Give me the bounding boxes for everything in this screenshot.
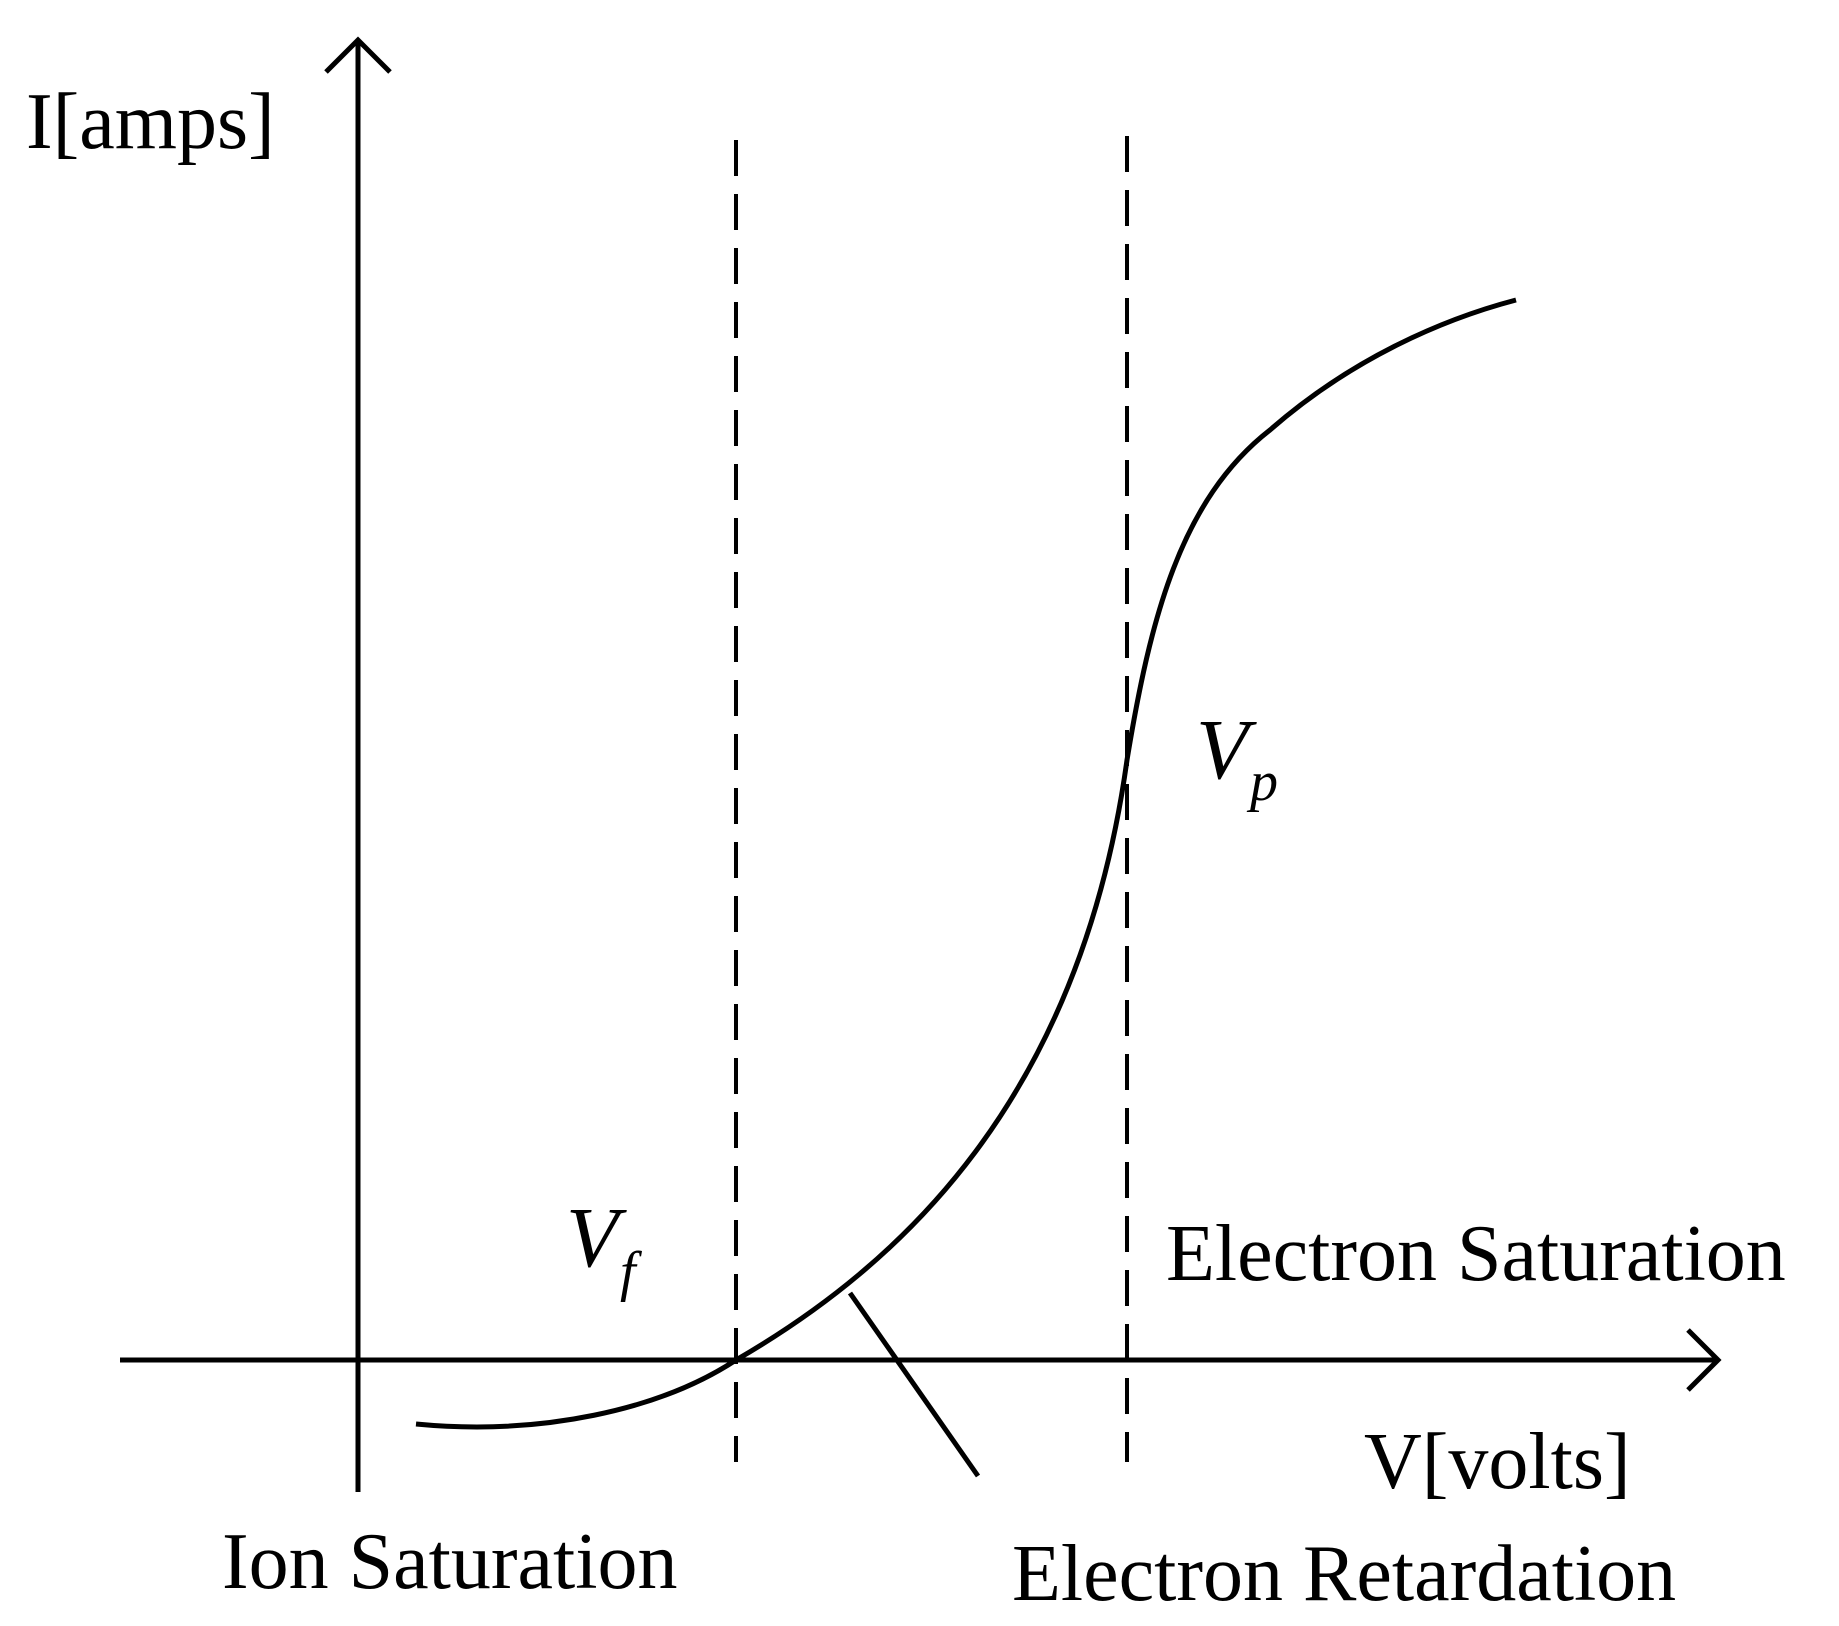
plasma-potential-subscript: p [1246, 751, 1278, 813]
electron-retardation-pointer [847, 1291, 981, 1478]
y-axis-arrowhead [324, 36, 392, 74]
electron-saturation-label: Electron Saturation [1166, 1210, 1786, 1298]
electron-retardation-label: Electron Retardation [1012, 1530, 1676, 1618]
iv-curve [415, 297, 1517, 1430]
x-axis-label: V[volts] [1364, 1418, 1631, 1506]
ion-saturation-label: Ion Saturation [222, 1518, 677, 1606]
x-axis-arrowhead [1686, 1328, 1722, 1392]
y-axis-label: I[amps] [26, 78, 275, 166]
floating-potential-symbol: V [566, 1189, 627, 1285]
plasma-potential-symbol: V [1196, 701, 1257, 797]
floating-potential-subscript: f [620, 1241, 643, 1303]
